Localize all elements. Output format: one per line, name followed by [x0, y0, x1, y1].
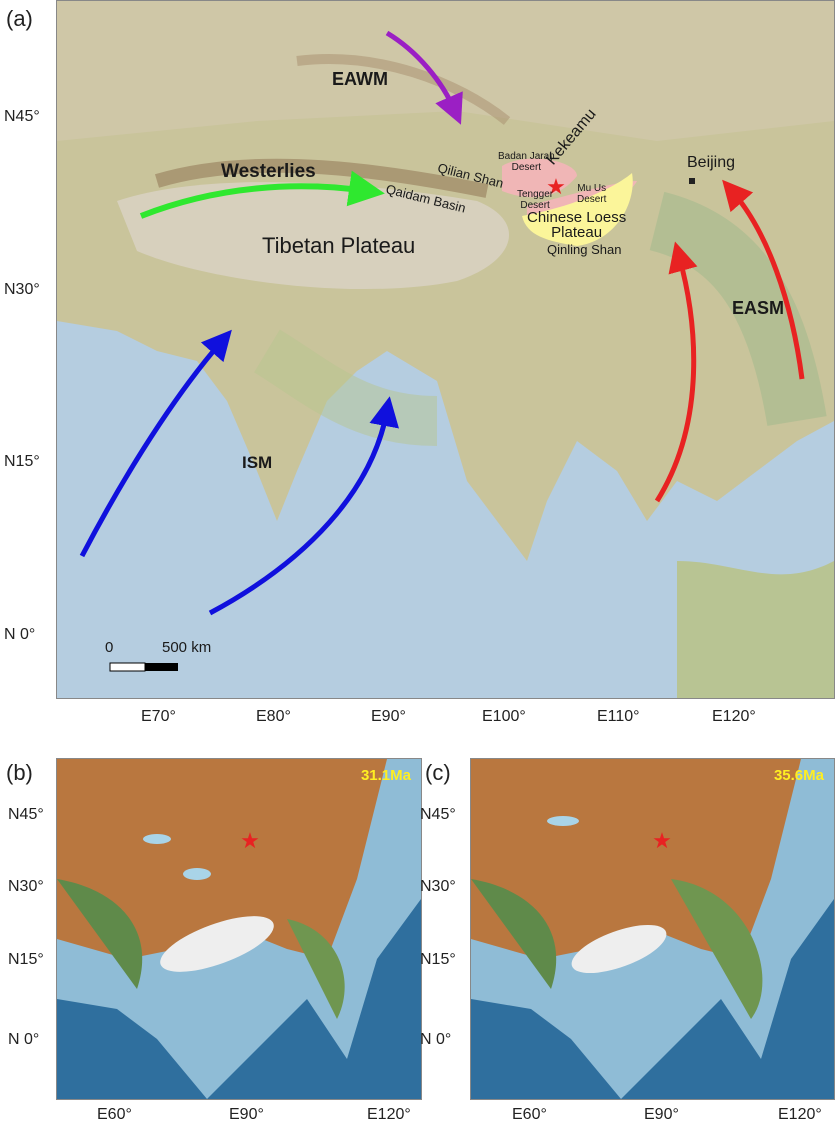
tibet-ice	[160, 916, 274, 972]
eawm-arrow	[385, 30, 463, 125]
map-panel-c: ★ 35.6Ma	[470, 758, 835, 1100]
scale-bar-zero: 0	[105, 639, 114, 656]
lon-tick-a: E110°	[597, 708, 640, 725]
star-marker-c: ★	[652, 828, 672, 853]
lon-tick-a: E70°	[141, 708, 176, 725]
label-tengger-desert: Tengger Desert	[517, 189, 554, 211]
easm-arrow-2	[722, 179, 805, 380]
ism-arrow-2	[208, 396, 399, 616]
label-badan-jaran-desert: Badan Jaran Desert	[498, 151, 555, 173]
lat-tick-b: N15°	[8, 951, 44, 968]
lon-tick-a: E120°	[712, 708, 756, 725]
panel-b-label: (b)	[6, 760, 33, 785]
scale-bar-black	[145, 663, 178, 671]
label-easm: EASM	[732, 298, 785, 318]
lon-tick-b: E60°	[97, 1106, 132, 1123]
lat-tick-a: N30°	[4, 281, 40, 298]
label-westerlies: Westerlies	[221, 161, 316, 182]
lat-tick-a: N 0°	[4, 626, 36, 643]
paleo-map-b: ★	[57, 759, 421, 1099]
lat-tick-a: N45°	[4, 108, 40, 125]
lon-tick-c: E120°	[778, 1106, 822, 1123]
star-marker-b: ★	[240, 828, 260, 853]
label-qinling-shan: Qinling Shan	[547, 242, 622, 257]
lon-tick-b: E120°	[367, 1106, 411, 1123]
map-a-basemap: ★	[57, 1, 834, 698]
scale-bar-max: 500 km	[162, 639, 212, 656]
beijing-marker	[689, 178, 695, 184]
map-panel-b: ★ 31.1Ma	[56, 758, 422, 1100]
age-label-b: 31.1Ma	[360, 767, 411, 784]
loess-plateau	[522, 173, 633, 246]
lon-tick-a: E80°	[256, 708, 291, 725]
age-label-c: 35.6Ma	[773, 767, 824, 784]
tibet-ice	[571, 924, 667, 974]
desert-region	[502, 158, 577, 198]
label-ism: ISM	[242, 453, 273, 472]
lon-tick-c: E90°	[644, 1106, 679, 1123]
westerlies-arrow	[139, 170, 385, 219]
lat-tick-b: N45°	[8, 806, 44, 823]
panel-c-label: (c)	[425, 760, 451, 785]
lat-tick-c: N30°	[420, 878, 456, 895]
scale-bar-white	[109, 662, 146, 672]
lon-tick-c: E60°	[512, 1106, 547, 1123]
lat-tick-a: N15°	[4, 453, 40, 470]
label-eawm: EAWM	[332, 69, 388, 89]
lon-tick-a: E90°	[371, 708, 406, 725]
label-beijing: Beijing	[687, 154, 736, 171]
label-mu-us-desert: Mu Us Desert	[577, 183, 607, 205]
lat-tick-c: N45°	[420, 806, 456, 823]
lat-tick-c: N 0°	[420, 1031, 452, 1048]
panel-a-label: (a)	[6, 6, 33, 31]
ism-arrow-1	[79, 329, 232, 558]
lon-tick-a: E100°	[482, 708, 526, 725]
tibetan-plateau	[117, 182, 510, 290]
label-tibetan-plateau: Tibetan Plateau	[262, 233, 416, 258]
paleo-map-c: ★	[471, 759, 834, 1099]
kekeamu-star: ★	[546, 174, 566, 199]
lat-tick-b: N30°	[8, 878, 44, 895]
map-panel-a: ★ EAWM Westerlies Qilian Shan Qaidam Bas…	[56, 0, 835, 699]
label-chinese-loess-plateau: Chinese Loess Plateau	[527, 209, 627, 241]
lat-tick-b: N 0°	[8, 1031, 40, 1048]
lat-tick-c: N15°	[420, 951, 456, 968]
lon-tick-b: E90°	[229, 1106, 264, 1123]
easm-arrow-1	[654, 241, 698, 503]
